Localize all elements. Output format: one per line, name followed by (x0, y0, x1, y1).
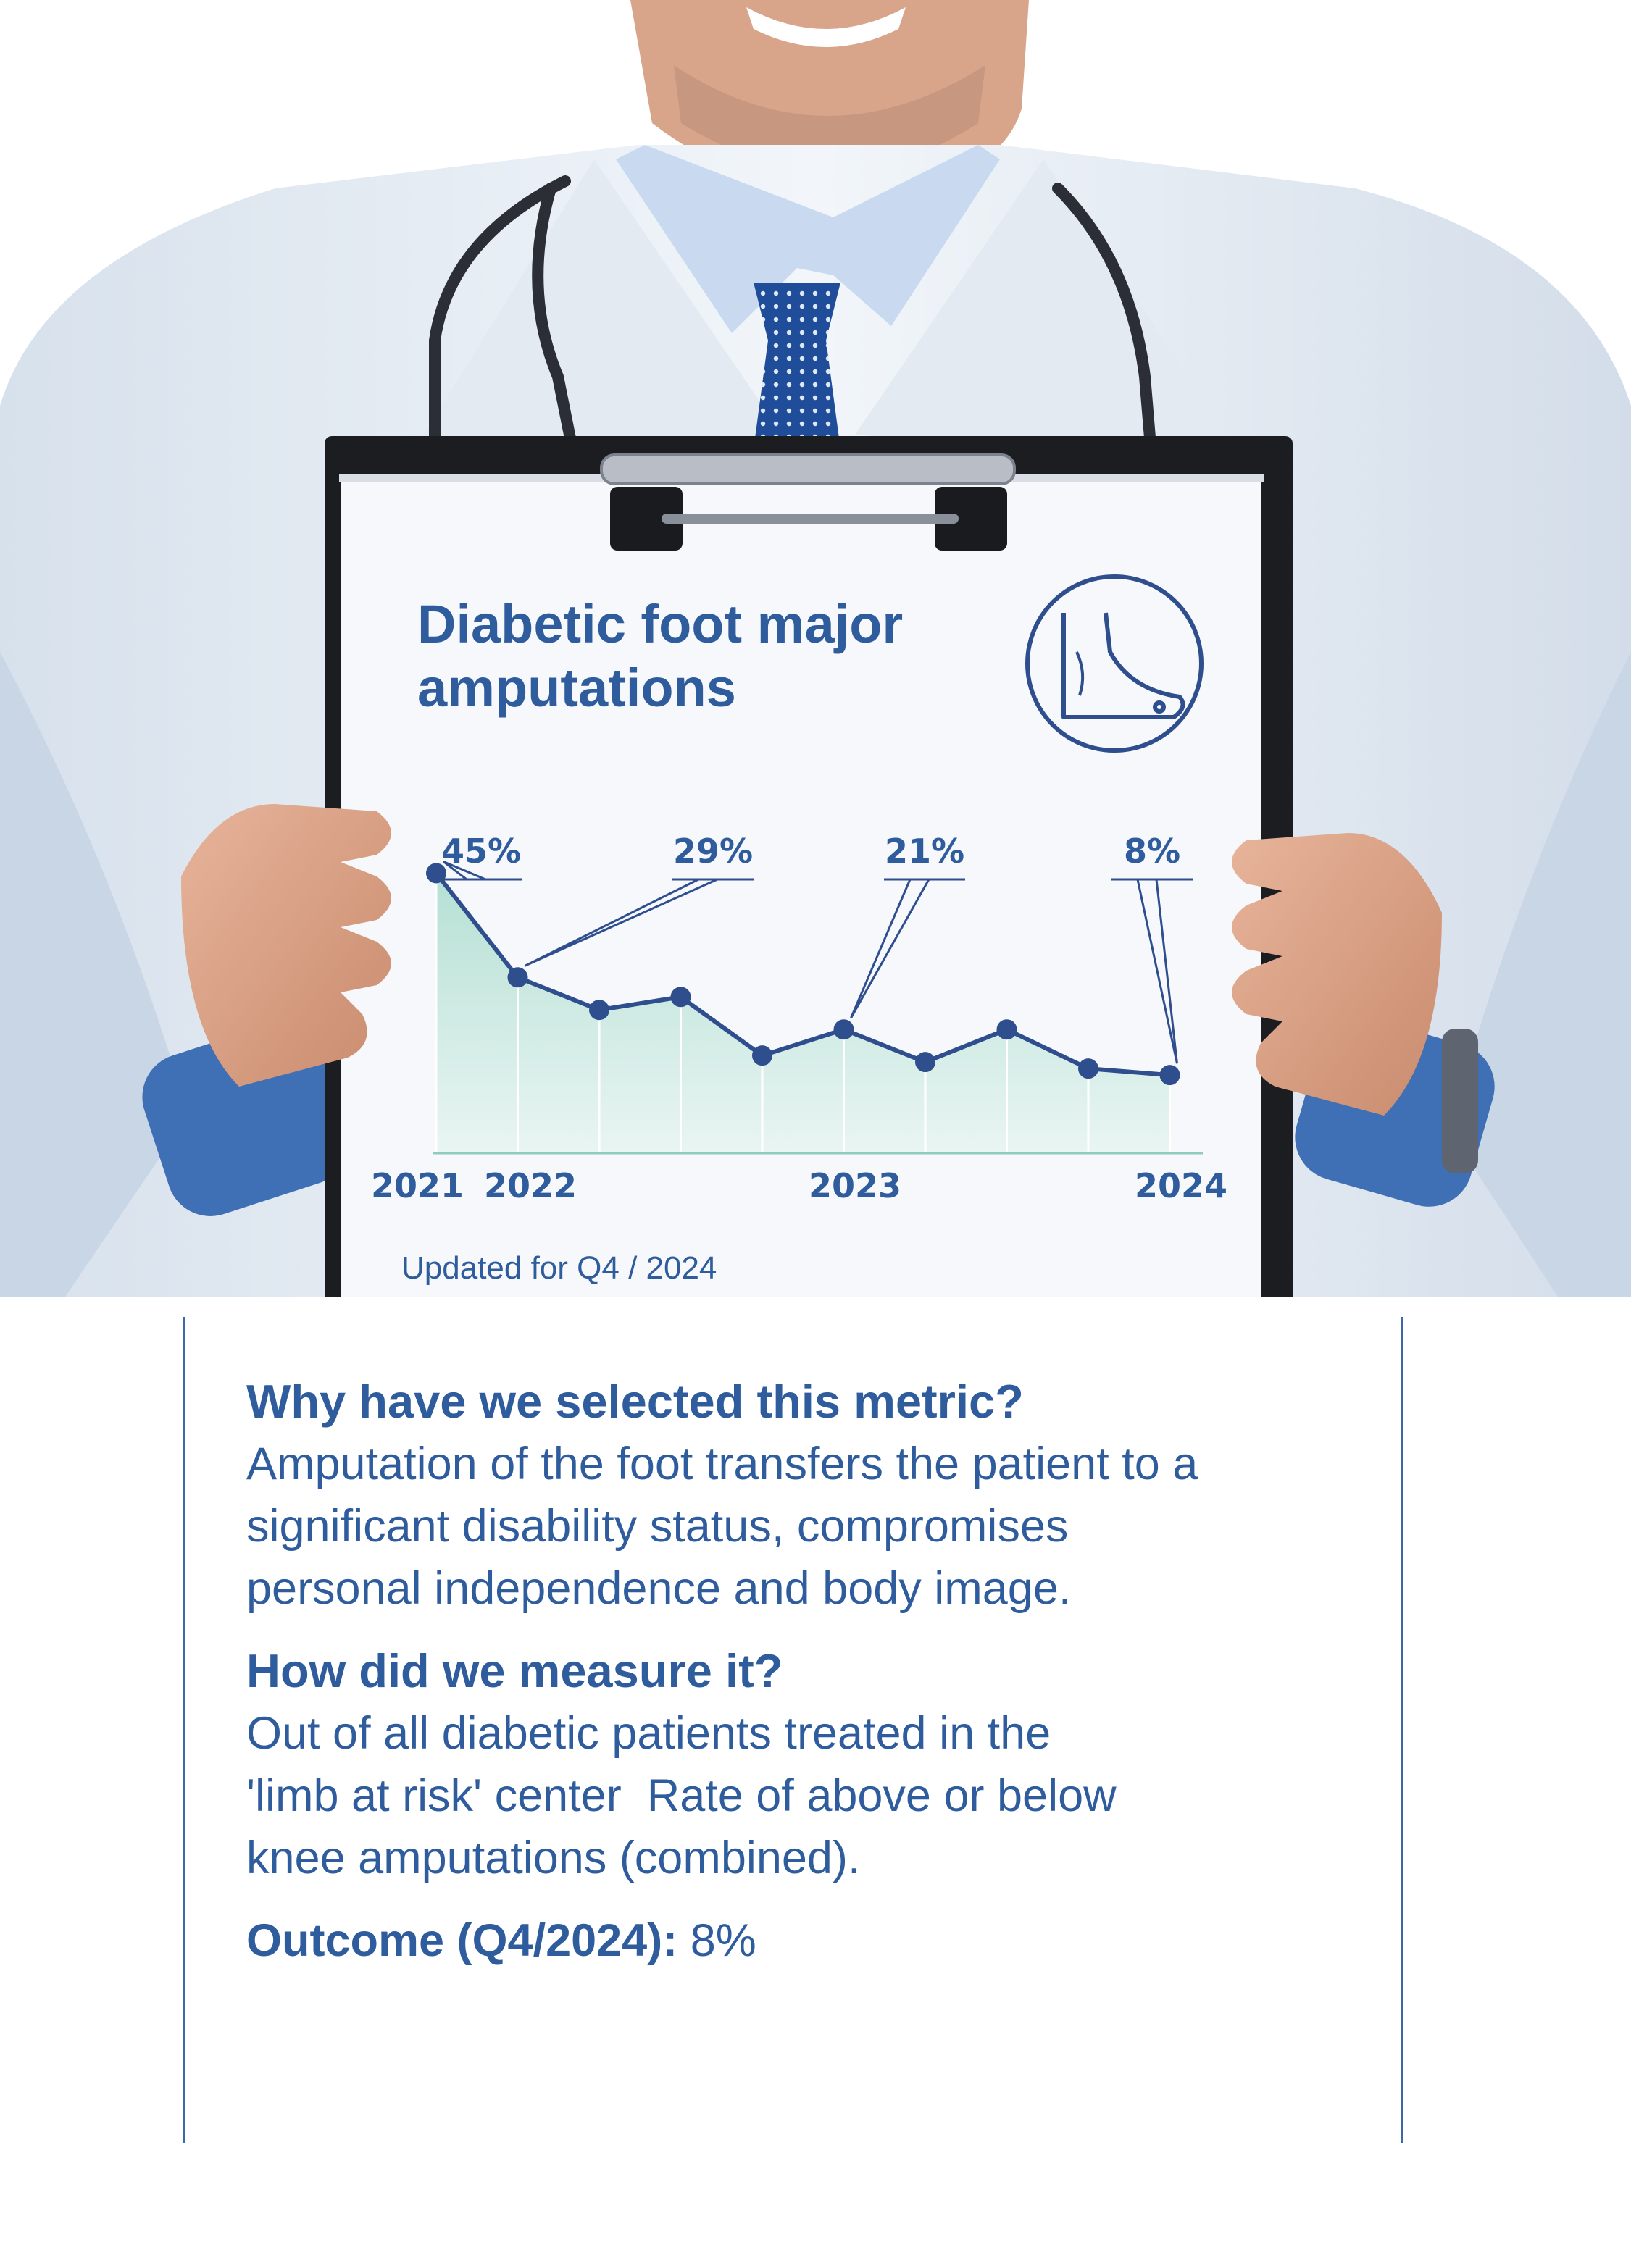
foot-icon (1025, 574, 1204, 753)
question-why-heading: Why have we selected this metric? (246, 1375, 1024, 1428)
answer-line: knee amputations (combined). (246, 1833, 861, 1883)
outcome-label: Outcome (Q4/2024): (246, 1915, 678, 1966)
right-hand (1232, 833, 1442, 1116)
tie (754, 283, 840, 449)
chart-data-point (915, 1052, 935, 1073)
stethoscope (429, 175, 1158, 469)
chart-data-point (670, 987, 691, 1008)
doctor-photo (0, 0, 1631, 1297)
left-hand (181, 804, 391, 1087)
paper-updated-note: Updated for Q4 / 2024 (401, 1250, 717, 1286)
question-why-answer: Amputation of the foot transfers the pat… (246, 1433, 1377, 1620)
chart-data-point (507, 967, 528, 988)
x-tick-label: 2023 (808, 1166, 902, 1205)
x-tick-label: 2021 (370, 1166, 464, 1205)
chart-callout-pointer (443, 861, 486, 881)
metric-explanation-panel: Why have we selected this metric? Amputa… (246, 1371, 1377, 1992)
chart-data-label: 45% (441, 832, 522, 871)
watch (1442, 1029, 1478, 1173)
panel-right-border (1401, 1317, 1403, 2143)
outcome-line: Outcome (Q4/2024): 8% (246, 1909, 1377, 1972)
chart-series-line (434, 871, 1170, 1078)
chart-data-point (833, 1019, 854, 1040)
chart-callout-pointer (1136, 879, 1178, 1064)
chart-data-point (1159, 1065, 1180, 1086)
answer-line: significant disability status, compromis… (246, 1501, 1069, 1552)
chart-data-point (752, 1045, 772, 1066)
answer-line: Amputation of the foot transfers the pat… (246, 1439, 1198, 1489)
chart-data-label: 29% (672, 832, 754, 871)
chart-callout-pointer (524, 878, 718, 967)
chart-data-point (996, 1019, 1017, 1040)
chart-data-label: 8% (1123, 832, 1181, 871)
panel-left-border (183, 1317, 185, 2143)
chart-data-point (589, 1000, 609, 1021)
chart-data-point (426, 863, 446, 884)
chart-callout-pointer (850, 879, 930, 1018)
answer-line: Out of all diabetic patients treated in … (246, 1708, 1051, 1759)
amputation-chart (426, 861, 1203, 1155)
chart-area-fill (436, 873, 1170, 1153)
paper-title: Diabetic foot major amputations (417, 594, 904, 718)
outcome-value: 8% (690, 1915, 756, 1966)
question-how-heading: How did we measure it? (246, 1644, 783, 1697)
x-tick-label: 2022 (483, 1166, 577, 1205)
question-how-answer: Out of all diabetic patients treated in … (246, 1702, 1377, 1889)
chart-data-point (1078, 1058, 1098, 1079)
x-tick-label: 2024 (1134, 1166, 1228, 1205)
answer-line: 'limb at risk' center Rate of above or b… (246, 1770, 1117, 1821)
answer-line: personal independence and body image. (246, 1563, 1072, 1614)
chart-data-label: 21% (884, 832, 965, 871)
